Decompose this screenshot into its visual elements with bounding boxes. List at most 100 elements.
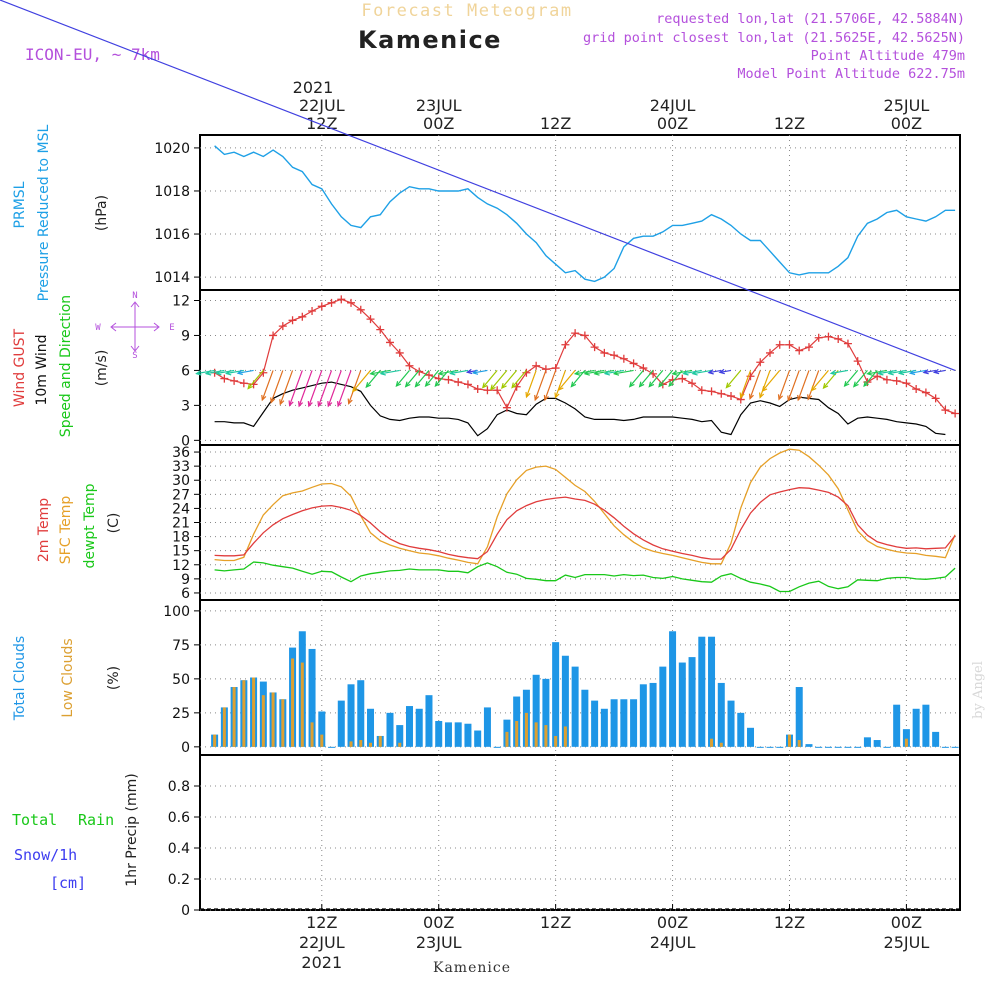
wind-direction-arrow [490, 370, 508, 390]
wind-label-direction: Speed and Direction [58, 295, 74, 437]
total-cloud-bar [454, 722, 462, 747]
total-cloud-bar [766, 746, 774, 748]
y-tick-label: 0.4 [168, 841, 190, 857]
wind-arrow-head [932, 368, 940, 375]
total-cloud-bar [347, 684, 355, 747]
gust-marker [697, 386, 706, 395]
total-cloud-bar [863, 737, 871, 747]
y-tick-label: 100 [163, 604, 190, 620]
wind-arrow-head [863, 381, 869, 388]
gust-marker [804, 343, 813, 352]
top-date-label: 22JUL [299, 96, 345, 115]
total-cloud-bar [922, 704, 930, 747]
y-tick-label: 0 [181, 433, 190, 449]
total-cloud-bar [367, 708, 375, 747]
wind-direction-arrow [853, 370, 868, 387]
wind-arrow-head [414, 381, 421, 388]
wind-arrow-head [279, 399, 285, 406]
gust-marker [483, 386, 492, 395]
gust-marker [824, 332, 833, 341]
wind-arrow-head [897, 370, 905, 376]
y-tick-label: 50 [172, 672, 190, 688]
wind-direction-arrow [511, 370, 527, 388]
wind-direction-arrow [740, 370, 752, 398]
wind-direction-arrow [604, 369, 624, 375]
temp-label-dewpt: dewpt Temp [82, 483, 98, 568]
wind-direction-arrow [473, 369, 488, 374]
wind-arrow-head [628, 381, 635, 388]
gust-marker [688, 379, 697, 388]
wind-direction-arrow [762, 370, 781, 392]
compass-east: E [169, 323, 174, 333]
gust-marker [386, 338, 394, 347]
wind-arrow-head [761, 385, 768, 393]
wind-direction-arrow [365, 370, 381, 388]
gust-marker [278, 322, 287, 331]
wind-arrow-head [725, 382, 732, 389]
low-cloud-bar [222, 707, 226, 747]
wind-direction-arrow [395, 370, 410, 387]
wind-arrow-head [298, 401, 304, 408]
wind-arrow-head [270, 397, 276, 404]
gust-marker [902, 379, 911, 388]
wind-direction-arrow [558, 370, 576, 391]
watermark: by Angel [971, 661, 986, 719]
y-tick-label: 1018 [154, 184, 190, 200]
total-cloud-bar [708, 636, 716, 747]
y-tick-label: 30 [172, 473, 190, 489]
cloud-label-total: Total Clouds [12, 636, 28, 721]
gust-marker [678, 374, 687, 383]
low-cloud-bar [271, 692, 275, 747]
temp-label-2m: 2m Temp [36, 498, 52, 562]
total-cloud-bar [873, 740, 881, 747]
low-cloud-bar [252, 677, 256, 747]
wind-direction-arrow [298, 370, 313, 407]
wind-arrow-head [347, 398, 353, 405]
wind-direction-arrow [575, 369, 595, 375]
wind-direction-arrow [438, 369, 459, 375]
wind-direction-arrow [867, 369, 888, 375]
wind-arrow-head [787, 395, 793, 402]
dewpoint-line [214, 561, 956, 593]
wind-direction-arrow [831, 369, 849, 374]
cloud-unit: (%) [106, 666, 122, 690]
wind-direction-arrow [594, 369, 615, 375]
wind-direction-arrow [692, 369, 712, 375]
total-cloud-bar [337, 700, 345, 747]
y-tick-label: 9 [181, 328, 190, 344]
y-tick-label: 0 [181, 903, 190, 919]
wind-arrow-head [404, 381, 411, 388]
low-cloud-bar [797, 740, 801, 747]
top-date-label: 23JUL [416, 96, 462, 115]
total-cloud-bar [805, 744, 813, 747]
gust-marker [454, 378, 463, 387]
gust-marker [814, 333, 823, 342]
total-cloud-bar [630, 699, 638, 747]
gust-marker [376, 325, 385, 334]
y-tick-label: 75 [172, 638, 190, 654]
gust-marker [463, 380, 472, 389]
wind-arrow-head [908, 369, 916, 376]
wind-compass: N S W E [95, 291, 174, 361]
wind-arrow-head [573, 370, 581, 376]
y-tick-label: 21 [172, 516, 190, 532]
total-cloud-bar [444, 722, 452, 747]
gust-marker [590, 343, 599, 352]
low-cloud-bar [563, 726, 567, 747]
wind-arrow-head [261, 394, 267, 402]
wind-arrow-head [449, 370, 456, 376]
bottom-date-label: 24JUL [650, 933, 696, 952]
low-cloud-bar [242, 680, 246, 747]
wind-arrow-head [759, 392, 765, 399]
low-cloud-bar [213, 734, 217, 747]
wind-arrow-head [748, 393, 754, 401]
gust-marker [347, 298, 356, 307]
total-cloud-bar [717, 682, 725, 747]
gust-marker [921, 388, 930, 397]
total-cloud-bar [425, 695, 433, 747]
total-cloud-bar [698, 636, 706, 747]
gust-marker [308, 306, 317, 315]
low-cloud-bar [232, 687, 236, 747]
gust-marker [502, 403, 511, 412]
gust-marker [707, 387, 716, 396]
